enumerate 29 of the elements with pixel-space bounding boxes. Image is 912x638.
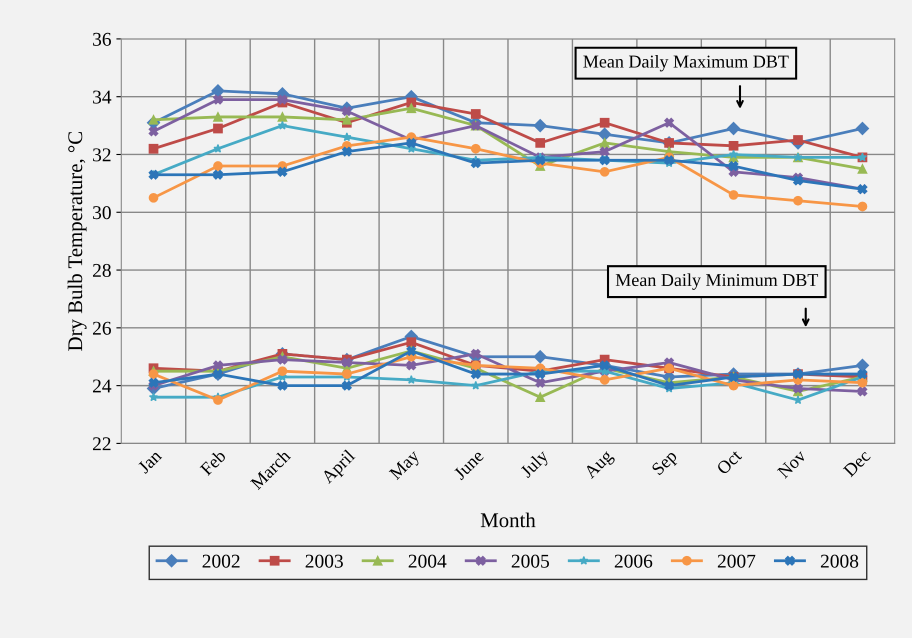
x-tick-label: Jan: [137, 448, 162, 474]
x-axis-title: Month: [480, 512, 536, 528]
x-tick-label: Nov: [776, 448, 807, 479]
annotation: Mean Daily Maximum DBT: [583, 54, 789, 72]
y-tick-label: 22: [92, 437, 110, 450]
legend-label: 2002: [202, 554, 240, 568]
y-tick-label: 36: [93, 32, 111, 46]
y-tick-label: 34: [93, 90, 112, 104]
legend-label: 2003: [306, 554, 343, 568]
x-tick-label: Sep: [651, 449, 680, 478]
y-tick-label: 24: [92, 379, 112, 392]
x-tick-label: Oct: [716, 448, 742, 476]
x-tick-label: June: [453, 449, 484, 480]
x-tick-label: July: [519, 448, 552, 481]
x-tick-label: May: [388, 448, 423, 483]
x-tick-label: Dec: [842, 449, 872, 478]
x-tick-label: Feb: [199, 448, 226, 476]
legend-label: 2006: [614, 554, 652, 568]
legend-label: 2004: [408, 554, 446, 568]
y-tick-label: 26: [92, 322, 111, 335]
y-axis-title: Dry Bulb Temperature, °C: [68, 132, 87, 351]
legend-label: 2008: [820, 554, 858, 568]
legend-label: 2005: [512, 554, 550, 568]
legend-label: 2007: [718, 554, 756, 568]
x-tick-label: Aug: [583, 448, 616, 482]
annotation: Mean Daily Minimum DBT: [616, 273, 818, 290]
y-tick-label: 30: [93, 206, 111, 220]
y-tick-label: 28: [92, 264, 111, 277]
y-tick-label: 32: [93, 148, 110, 162]
